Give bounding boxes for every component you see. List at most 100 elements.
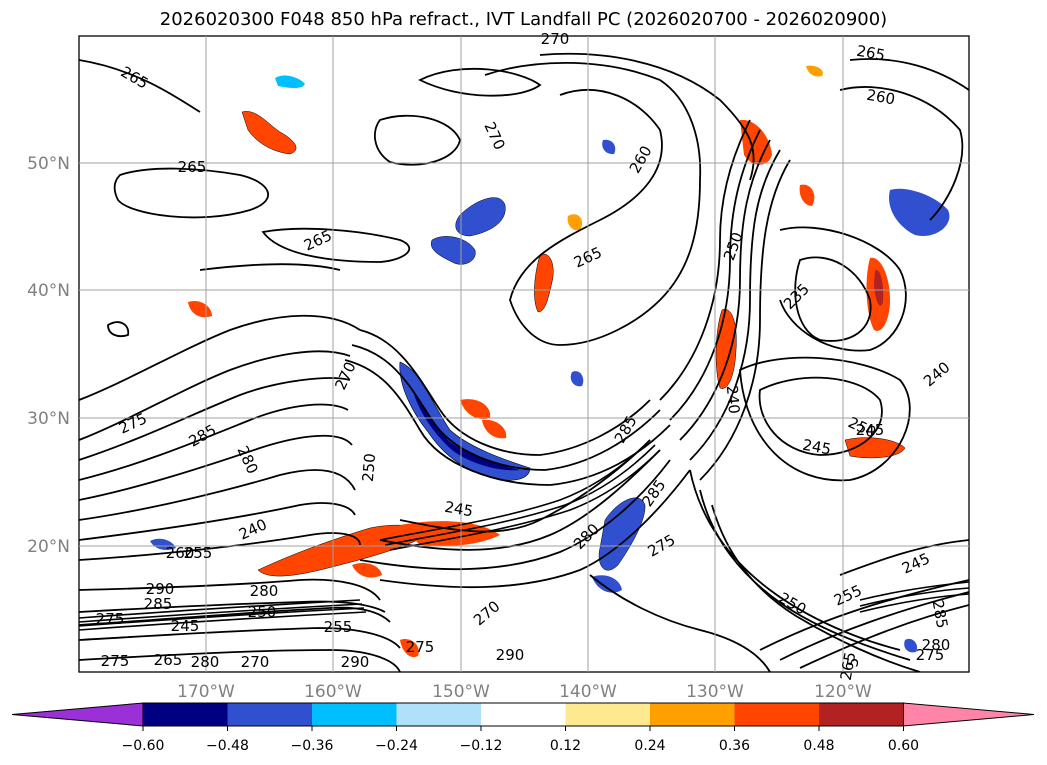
contour-label: 280 <box>570 520 603 553</box>
contour-line <box>699 159 791 481</box>
contour-line <box>199 263 341 271</box>
contour-label: 245 <box>801 436 832 459</box>
contour-line <box>839 539 969 576</box>
positive-anomaly-patch <box>740 119 772 165</box>
contour-line <box>261 227 411 263</box>
positive-anomaly-patch <box>460 399 491 420</box>
contour-label: 275 <box>406 638 435 656</box>
contour-line <box>79 649 401 672</box>
contour-label: 265 <box>855 42 886 65</box>
contour-line <box>779 226 907 352</box>
contour-label: 265 <box>301 226 335 254</box>
axis-labels: 50°N 40°N 30°N 20°N 170°W 160°W 150°W 140°W 130°… <box>27 154 872 702</box>
positive-anomaly-patch <box>241 111 297 155</box>
contour-line <box>739 356 911 482</box>
colorbar-frame <box>142 702 904 727</box>
contour-line <box>849 58 969 91</box>
contour-label: 265 <box>154 651 183 669</box>
contour-line <box>359 459 671 571</box>
contour-label: 250 <box>720 230 747 263</box>
contour-label: 255 <box>324 618 353 636</box>
contour-line <box>79 532 361 561</box>
positive-anomaly-patch <box>482 419 507 439</box>
contour-line <box>758 376 883 456</box>
contour-label: 285 <box>144 595 173 613</box>
positive-anomaly-patch <box>567 214 583 231</box>
contour-label: 240 <box>920 358 954 390</box>
contour-label: 265 <box>837 650 860 681</box>
contour-line <box>659 119 751 401</box>
positive-anomaly-patch <box>715 309 737 389</box>
colorbar-tick-label: 0.36 <box>719 738 750 754</box>
colorbar-segment <box>565 703 650 726</box>
lon-label: 130°W <box>686 682 744 702</box>
contour-line <box>539 52 755 181</box>
colorbar-segment <box>312 703 397 726</box>
negative-anomaly-patch <box>602 139 616 155</box>
contour-line <box>484 61 661 81</box>
positive-anomaly-patch <box>400 639 419 658</box>
lon-label: 170°W <box>177 682 235 702</box>
negative-anomaly-patch <box>598 497 646 571</box>
colorbar-tick-label: 0.12 <box>550 738 581 754</box>
positive-anomaly-patch <box>257 524 431 577</box>
contour-label: 250 <box>248 603 277 621</box>
contour-label: 275 <box>645 531 679 561</box>
lat-label: 40°N <box>27 281 70 301</box>
lat-label: 50°N <box>27 154 70 174</box>
contour-line <box>679 139 771 441</box>
contour-line <box>859 593 969 613</box>
contour-label: 270 <box>470 597 504 629</box>
contour-line <box>509 79 702 346</box>
contour-label: 280 <box>922 636 951 654</box>
colorbar-extension-left <box>11 702 144 727</box>
colorbar-segment <box>650 703 735 726</box>
contour-label: 275 <box>116 409 150 437</box>
contour-line <box>79 502 356 541</box>
contour-line <box>359 329 651 456</box>
contour-line <box>79 377 351 461</box>
positive-anomaly-patch <box>534 253 554 313</box>
contour-label: 270 <box>241 653 270 671</box>
contour-line <box>79 350 351 441</box>
contour-label: 280 <box>250 582 279 600</box>
map-title: 2026020300 F048 850 hPa refract., IVT La… <box>159 9 888 30</box>
lon-label: 150°W <box>432 682 490 702</box>
colorbar-tick-label: 0.48 <box>803 738 834 754</box>
contour-line <box>759 579 969 651</box>
colorbar-segment <box>819 703 904 726</box>
jet-band <box>79 439 969 631</box>
contour-line <box>374 114 461 166</box>
contour-line <box>79 627 401 649</box>
negative-anomaly-patch <box>592 575 622 593</box>
contour-label: 285 <box>929 598 952 629</box>
contour-line <box>351 344 661 471</box>
positive-anomaly-patch <box>806 65 823 77</box>
contour-label: 290 <box>496 646 525 664</box>
lat-label: 20°N <box>27 537 70 557</box>
lon-label: 160°W <box>304 682 362 702</box>
lat-label: 30°N <box>27 409 70 429</box>
colorbar-extension-right <box>903 702 1035 727</box>
contour-label: 240 <box>723 385 743 415</box>
contour-label: 245 <box>443 498 474 521</box>
colorbar-tick-label: 0.24 <box>634 738 665 754</box>
negative-anomaly-patch <box>430 236 476 265</box>
lon-label: 120°W <box>814 682 872 702</box>
contour-label: 275 <box>916 646 945 664</box>
contour-label: 260 <box>166 544 195 562</box>
contour-line <box>79 403 349 481</box>
positive-anomaly-patch <box>844 437 906 459</box>
contour-line <box>794 256 872 342</box>
contour-label: 250 <box>359 453 379 483</box>
negative-anomaly-patch <box>904 638 918 653</box>
shaded-anomalies <box>150 65 950 658</box>
contour-label: 265 <box>178 158 207 176</box>
contour-line <box>79 578 381 601</box>
positive-anomaly-patch <box>352 563 382 578</box>
contour-line <box>799 604 969 669</box>
contour-line <box>79 469 356 521</box>
lon-label: 140°W <box>559 682 617 702</box>
contour-label: 275 <box>96 610 125 628</box>
contour-label: 235 <box>780 280 813 313</box>
